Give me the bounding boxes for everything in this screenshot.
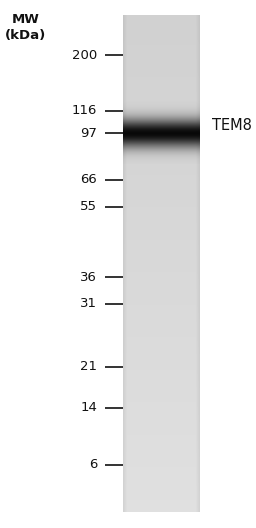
- Text: 14: 14: [80, 401, 97, 414]
- Text: 36: 36: [80, 271, 97, 284]
- Text: (kDa): (kDa): [5, 29, 46, 42]
- Text: 21: 21: [80, 361, 97, 373]
- Text: 31: 31: [80, 297, 97, 310]
- Text: 66: 66: [81, 173, 97, 186]
- Text: 116: 116: [72, 105, 97, 117]
- Text: 97: 97: [80, 127, 97, 139]
- Text: MW: MW: [12, 13, 39, 26]
- Text: 6: 6: [89, 458, 97, 471]
- Text: 55: 55: [80, 201, 97, 213]
- Text: 200: 200: [72, 49, 97, 62]
- Text: TEM8: TEM8: [212, 118, 252, 133]
